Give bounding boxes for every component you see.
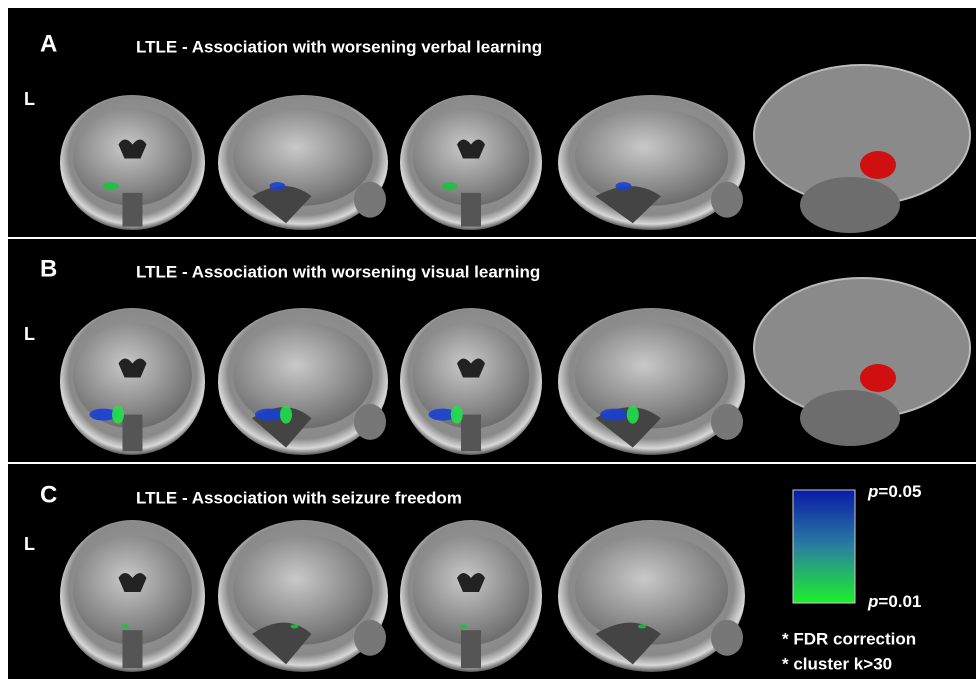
brain-slice bbox=[400, 95, 542, 230]
activation bbox=[121, 624, 129, 628]
brainstem bbox=[123, 415, 143, 452]
panel-letter: B bbox=[40, 255, 57, 282]
colorbar bbox=[793, 490, 855, 603]
activation bbox=[638, 624, 646, 628]
brainstem-3d bbox=[800, 390, 900, 446]
panel-title: LTLE - Association with worsening verbal… bbox=[136, 37, 542, 56]
brain-slice bbox=[558, 520, 745, 672]
side-label: L bbox=[24, 534, 35, 554]
note: * FDR correction bbox=[782, 629, 916, 648]
brainstem bbox=[123, 193, 143, 227]
figure: A LTLE - Association with worsening verba… bbox=[0, 0, 976, 679]
brainstem-3d bbox=[800, 177, 900, 233]
eye bbox=[711, 404, 743, 440]
brainstem bbox=[461, 193, 481, 227]
brainstem bbox=[461, 630, 481, 668]
brain-slice bbox=[400, 308, 542, 455]
activation bbox=[270, 182, 286, 190]
activation bbox=[442, 182, 458, 190]
eye bbox=[354, 620, 386, 656]
activation bbox=[280, 406, 292, 424]
colorbar-top-label: p=0.05 bbox=[867, 482, 921, 501]
activation bbox=[615, 182, 631, 190]
brain-slice bbox=[60, 95, 205, 230]
colorbar-bottom-label: p=0.01 bbox=[867, 592, 921, 611]
p-symbol: p bbox=[867, 592, 878, 611]
brain-slice bbox=[218, 520, 388, 672]
panel-title: LTLE - Association with worsening visual… bbox=[136, 262, 540, 281]
panel-title: LTLE - Association with seizure freedom bbox=[136, 488, 462, 507]
cluster bbox=[860, 151, 896, 179]
activation bbox=[627, 406, 639, 424]
side-label: L bbox=[24, 324, 35, 344]
note: * cluster k>30 bbox=[782, 654, 892, 673]
activation bbox=[460, 624, 468, 628]
brain-slice bbox=[60, 520, 205, 672]
brainstem bbox=[461, 415, 481, 452]
eye bbox=[711, 620, 743, 656]
brain-slice bbox=[218, 95, 388, 230]
cluster bbox=[860, 364, 896, 392]
panel-letter: A bbox=[40, 30, 57, 57]
brain-slice bbox=[218, 308, 388, 455]
eye bbox=[711, 182, 743, 218]
activation bbox=[112, 406, 124, 424]
p-value: =0.01 bbox=[878, 592, 921, 611]
activation bbox=[291, 624, 299, 628]
activation bbox=[103, 182, 119, 190]
p-symbol: p bbox=[867, 482, 878, 501]
brain-slice bbox=[558, 95, 745, 230]
brainstem bbox=[123, 630, 143, 668]
activation bbox=[255, 409, 283, 421]
panel-letter: C bbox=[40, 481, 57, 508]
brain-slice bbox=[60, 308, 205, 455]
activation bbox=[451, 406, 463, 424]
brain-slice bbox=[558, 308, 745, 455]
eye bbox=[354, 404, 386, 440]
side-label: L bbox=[24, 89, 35, 109]
activation bbox=[600, 409, 628, 421]
eye bbox=[354, 182, 386, 218]
brain-slice bbox=[400, 520, 542, 672]
p-value: =0.05 bbox=[878, 482, 921, 501]
